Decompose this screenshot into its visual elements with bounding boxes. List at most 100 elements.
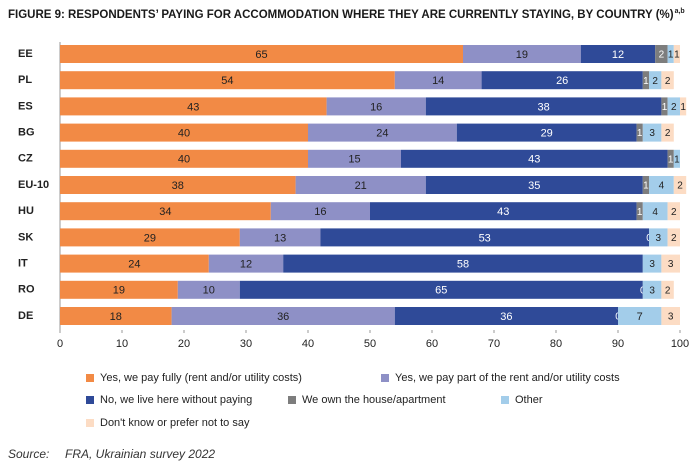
data-label: 2 [665, 76, 671, 87]
data-label: 18 [110, 311, 122, 323]
data-label: 1 [637, 207, 643, 218]
bar-segment [642, 176, 649, 194]
data-label: 29 [144, 232, 156, 244]
bar-segment [667, 45, 674, 63]
bar-segment [60, 307, 172, 325]
x-tick-label: 10 [116, 338, 128, 350]
bar-segment [642, 254, 662, 273]
data-label: 1 [674, 154, 680, 165]
source-label: Source: [8, 447, 49, 461]
data-label: 24 [376, 128, 388, 140]
bar-segment [463, 45, 581, 63]
data-label: 3 [668, 259, 674, 270]
bar-segment [60, 176, 296, 194]
bar-segment [60, 71, 395, 90]
bar-segment [425, 97, 662, 116]
data-label: 13 [274, 232, 286, 244]
data-label: 40 [178, 128, 190, 140]
data-label: 16 [370, 101, 382, 113]
source: FRA, Ukrainian survey 2022 [65, 447, 215, 461]
bar-segment [177, 280, 240, 299]
bar-segment [60, 123, 308, 142]
bar-segment [394, 307, 618, 325]
bar-segment [401, 149, 668, 168]
data-label: 65 [255, 49, 267, 61]
data-label: 36 [277, 311, 289, 323]
bar-segment [667, 97, 680, 116]
data-label: 2 [671, 233, 677, 244]
bar-segment [60, 149, 308, 168]
data-label: 65 [435, 285, 447, 297]
data-label: 2 [671, 102, 677, 113]
bar-segment [618, 307, 662, 325]
bar-segment [60, 280, 178, 299]
data-label: 26 [556, 75, 568, 87]
bar-segment [649, 71, 662, 90]
data-label: 3 [649, 259, 655, 270]
data-label: 19 [113, 285, 125, 297]
bar-segment [320, 228, 649, 247]
data-label: 1 [674, 50, 680, 61]
bar-segment [208, 254, 284, 273]
x-tick-label: 0 [57, 338, 63, 350]
bar-segment [636, 123, 643, 142]
bar-segment [649, 176, 674, 194]
bar-segment [295, 176, 426, 194]
data-label: 40 [178, 154, 190, 166]
data-label: 54 [221, 75, 233, 87]
data-label: 1 [643, 181, 649, 192]
x-tick-label: 100 [671, 338, 689, 350]
data-label: 4 [659, 181, 665, 192]
chart-title: FIGURE 9: RESPONDENTS’ PAYING FOR ACCOMM… [8, 9, 674, 21]
data-label: 10 [203, 285, 215, 297]
bar-segment [661, 254, 680, 273]
bar-segment [673, 149, 680, 168]
bar-segment [661, 97, 668, 116]
legend-swatch [86, 396, 94, 404]
y-tick-label: DE [18, 310, 33, 322]
data-label: 4 [652, 207, 658, 218]
data-label: 58 [457, 259, 469, 271]
bar-segment [642, 123, 662, 142]
data-label: 3 [668, 312, 674, 323]
bar-segment [680, 97, 687, 116]
data-label: 2 [652, 76, 658, 87]
data-label: 53 [479, 232, 491, 244]
legend-label: No, we live here without paying [100, 394, 252, 406]
data-label: 2 [665, 285, 671, 296]
bar-segment [171, 307, 395, 325]
bar-segment [60, 228, 240, 247]
x-tick-label: 70 [488, 338, 500, 350]
bar-segment [642, 280, 662, 299]
bar-segment [60, 202, 271, 221]
x-tick-label: 40 [302, 338, 314, 350]
y-tick-label: EU-10 [18, 179, 49, 191]
y-tick-label: ES [18, 100, 33, 112]
bar-segment [425, 176, 643, 194]
data-label: 12 [240, 259, 252, 271]
legend-label: Yes, we pay part of the rent and/or util… [395, 372, 620, 384]
legend-swatch [288, 396, 296, 404]
y-tick-label: CZ [18, 153, 33, 165]
bar-segment [270, 202, 370, 221]
data-label: 19 [516, 49, 528, 61]
data-label: 2 [665, 128, 671, 139]
y-tick-label: IT [18, 258, 28, 270]
bar-segment [580, 45, 656, 63]
bar-segment [673, 45, 680, 63]
y-tick-label: BG [18, 127, 35, 139]
bar-segment [673, 176, 687, 194]
data-label: 3 [649, 285, 655, 296]
legend-label: We own the house/apartment [302, 394, 446, 406]
data-label: 14 [432, 75, 444, 87]
data-label: 1 [637, 128, 643, 139]
data-label: 43 [528, 154, 540, 166]
data-label: 1 [668, 154, 674, 165]
bar-segment [642, 71, 649, 90]
data-label: 16 [314, 206, 326, 218]
x-tick-label: 30 [240, 338, 252, 350]
data-label: 1 [680, 102, 686, 113]
y-tick-label: EE [18, 48, 33, 60]
legend-swatch [86, 419, 94, 427]
bar-segment [661, 71, 674, 90]
